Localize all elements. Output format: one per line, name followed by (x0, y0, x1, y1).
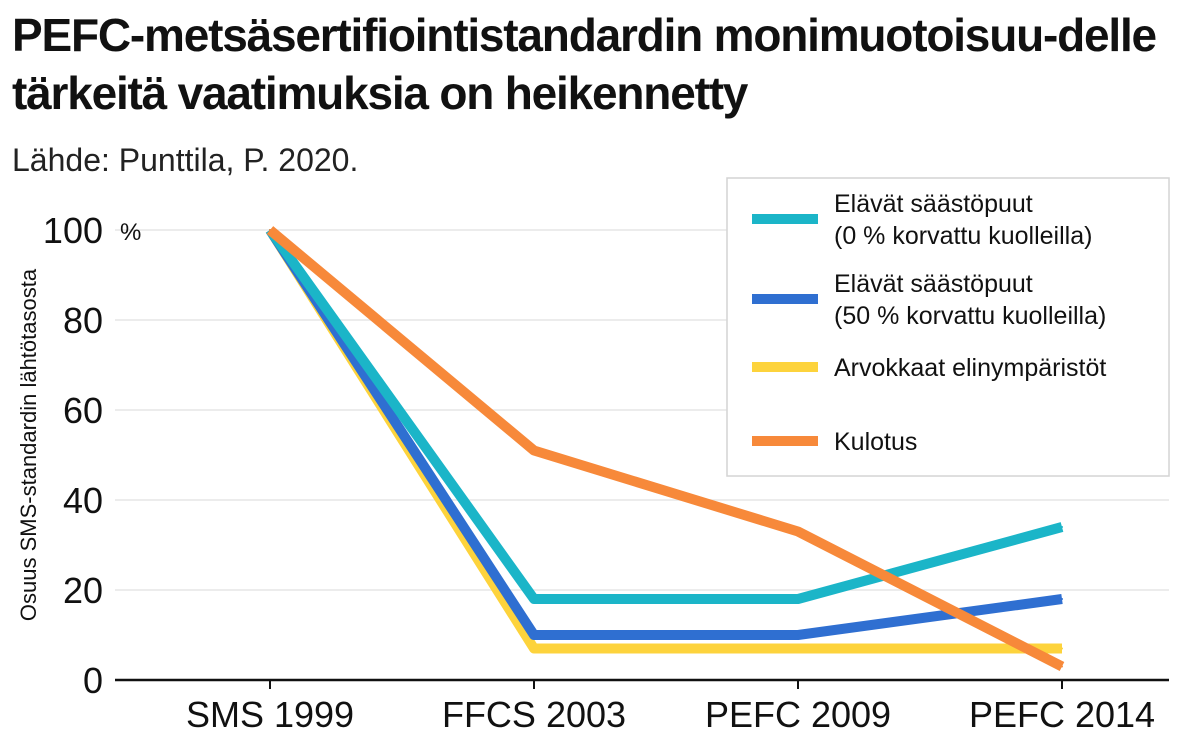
series-line (265, 227, 1064, 604)
chart-title: PEFC-metsäsertifiointistandardin monimuo… (12, 9, 1157, 119)
y-tick-label: 60 (63, 390, 103, 431)
x-axis: SMS 1999 FFCS 2003 PEFC 2009 PEFC 2014 (115, 678, 1169, 735)
x-tick-label: PEFC 2009 (705, 694, 891, 735)
chart-subtitle: Lähde: Punttila, P. 2020. (12, 142, 359, 178)
y-tick-label: 80 (63, 300, 103, 341)
series-line (265, 227, 1063, 640)
x-tick-label: SMS 1999 (186, 694, 354, 735)
series-line (266, 226, 1065, 671)
x-tick-label: FFCS 2003 (442, 694, 626, 735)
data-point (797, 530, 799, 533)
data-point (797, 598, 799, 600)
y-tick-label: 0 (83, 660, 103, 701)
y-tick-label: 20 (63, 570, 103, 611)
data-point (533, 647, 535, 650)
y-axis: 0 20 40 60 80 100 (43, 210, 103, 701)
data-point (1061, 647, 1063, 650)
data-point (1061, 598, 1063, 600)
data-point (533, 598, 535, 600)
legend: Elävät säästöpuut (0 % korvattu kuolleill… (726, 177, 1170, 477)
legend-label: Elävät säästöpuut (834, 190, 1033, 218)
data-point (1061, 526, 1063, 528)
y-axis-label: Osuus SMS-standardin lähtötasosta (16, 268, 41, 621)
series-lines (265, 226, 1065, 671)
data-point (797, 647, 799, 650)
legend-box (726, 177, 1170, 477)
data-point (533, 449, 535, 452)
legend-label: Kulotus (834, 428, 917, 456)
data-point (1061, 665, 1063, 668)
y-unit-label: % (120, 219, 141, 246)
data-point (797, 634, 799, 636)
legend-label: Elävät säästöpuut (834, 270, 1033, 298)
legend-label: (50 % korvattu kuolleilla) (834, 302, 1106, 330)
data-point (533, 634, 535, 636)
data-point (269, 229, 271, 231)
legend-label: (0 % korvattu kuolleilla) (834, 222, 1092, 250)
y-tick-label: 100 (43, 210, 103, 251)
legend-label: Arvokkaat elinympäristöt (834, 354, 1106, 382)
y-tick-label: 40 (63, 480, 103, 521)
x-tick-label: PEFC 2014 (969, 694, 1155, 735)
